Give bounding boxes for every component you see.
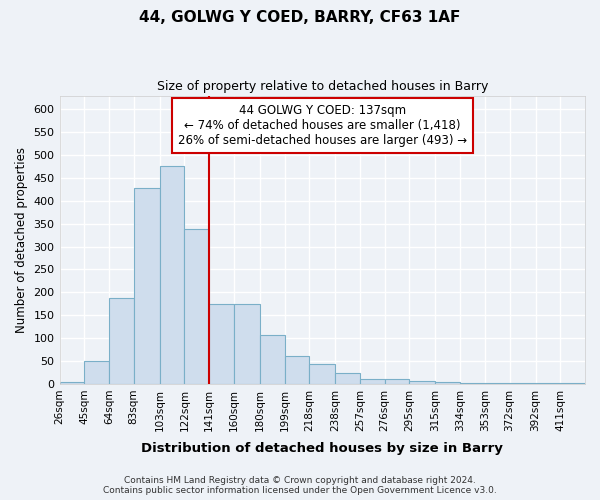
X-axis label: Distribution of detached houses by size in Barry: Distribution of detached houses by size … (142, 442, 503, 455)
Title: Size of property relative to detached houses in Barry: Size of property relative to detached ho… (157, 80, 488, 93)
Bar (460, 383, 485, 384)
Y-axis label: Number of detached properties: Number of detached properties (15, 146, 28, 332)
Bar (560, 383, 585, 384)
Bar (309, 364, 335, 384)
Bar (360, 380, 385, 384)
Bar (109, 298, 134, 384)
Bar (234, 304, 260, 384)
Bar (260, 335, 284, 384)
Bar (134, 188, 160, 384)
Text: Contains HM Land Registry data © Crown copyright and database right 2024.
Contai: Contains HM Land Registry data © Crown c… (103, 476, 497, 495)
Bar (509, 383, 536, 384)
Bar (385, 380, 409, 384)
Bar (84, 361, 109, 384)
Bar (335, 374, 360, 384)
Bar (209, 304, 234, 384)
Bar (284, 356, 309, 384)
Bar (485, 383, 509, 384)
Bar (436, 382, 460, 384)
Bar (184, 229, 209, 384)
Bar (59, 382, 84, 384)
Bar (409, 380, 436, 384)
Text: 44, GOLWG Y COED, BARRY, CF63 1AF: 44, GOLWG Y COED, BARRY, CF63 1AF (139, 10, 461, 25)
Bar (536, 383, 560, 384)
Text: 44 GOLWG Y COED: 137sqm
← 74% of detached houses are smaller (1,418)
26% of semi: 44 GOLWG Y COED: 137sqm ← 74% of detache… (178, 104, 467, 147)
Bar (160, 166, 184, 384)
